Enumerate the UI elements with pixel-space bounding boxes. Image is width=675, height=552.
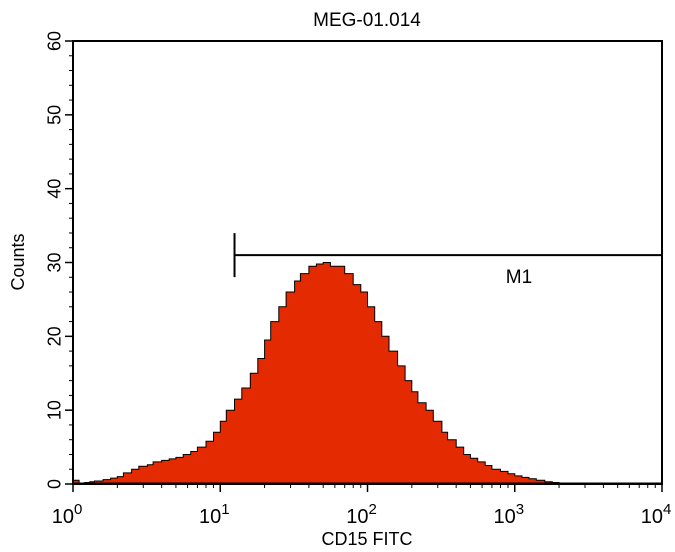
- x-tick-label: 102: [346, 501, 377, 528]
- plot-area: [72, 262, 662, 485]
- x-tick-label: 101: [199, 501, 230, 528]
- x-tick-label: 104: [641, 501, 672, 528]
- y-tick-label: 20: [44, 326, 64, 346]
- m1-marker: M1: [233, 233, 662, 288]
- axis-ticks: 0 10 20 30 40 50 60 100 101 102 103 104: [44, 31, 671, 528]
- y-tick-label: 30: [44, 252, 64, 272]
- y-tick-label: 10: [44, 400, 64, 420]
- x-tick-label: 103: [493, 501, 524, 528]
- x-tick-label: 100: [52, 501, 83, 528]
- y-tick-label: 60: [44, 31, 64, 51]
- y-tick-label: 40: [44, 179, 64, 199]
- chart-title: MEG-01.014: [313, 10, 421, 31]
- y-tick-label: 50: [44, 105, 64, 125]
- m1-label: M1: [506, 267, 532, 288]
- y-tick-label: 0: [44, 479, 64, 489]
- x-axis-label: CD15 FITC: [321, 529, 412, 549]
- histogram-area: [72, 262, 585, 485]
- y-axis-label: Counts: [8, 233, 28, 290]
